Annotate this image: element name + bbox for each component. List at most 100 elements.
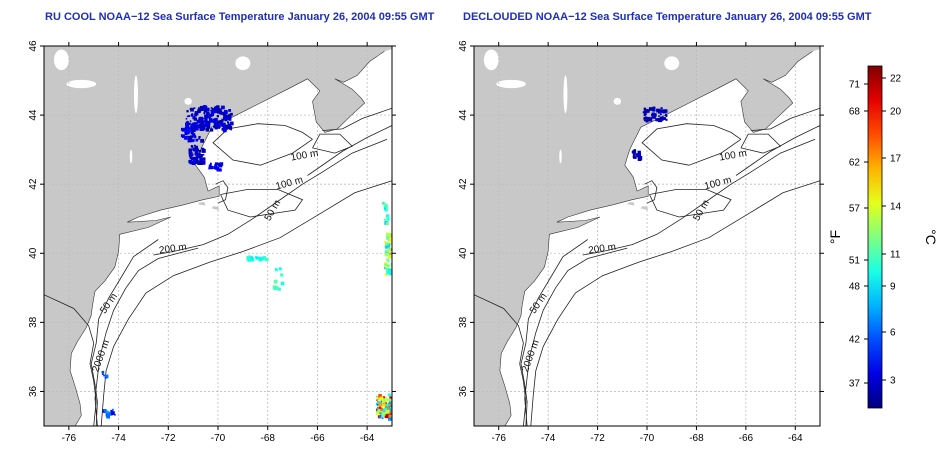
sst-pixel [190, 113, 194, 117]
coastline [499, 50, 813, 426]
sst-pixel [193, 157, 197, 161]
sst-pixel [214, 117, 217, 120]
sst-pixel [652, 107, 656, 112]
contour-label: 100 m [290, 148, 319, 164]
sst-pixel [190, 107, 194, 112]
sst-pixel [187, 138, 192, 143]
sst-pixel [181, 129, 183, 131]
sst-pixel [207, 114, 211, 119]
sst-pixel [378, 394, 382, 398]
depth-contour [750, 107, 820, 131]
y-tick-label: 42 [28, 178, 39, 190]
sst-pixel [181, 128, 186, 132]
fahrenheit-tick-label: 42 [849, 335, 861, 346]
depth-contour [153, 138, 388, 256]
sst-pixel [192, 128, 196, 132]
sst-pixel [648, 107, 653, 111]
lake [129, 149, 133, 164]
sst-pixel [643, 119, 646, 122]
celsius-tick-label: 9 [890, 282, 896, 293]
sst-pixel [200, 122, 204, 126]
sst-pixel [209, 113, 213, 117]
sst-pixel [192, 133, 196, 137]
sst-pixel [184, 126, 187, 130]
sst-pixel [388, 256, 391, 259]
island [198, 202, 206, 206]
sst-pixel [205, 128, 210, 132]
sst-pixel [209, 165, 214, 170]
sst-pixel [656, 108, 658, 111]
sst-pixel [184, 132, 188, 135]
sst-pixel [390, 408, 392, 413]
sst-pixel [206, 120, 210, 124]
y-tick-label: 40 [28, 247, 39, 259]
sst-pixel [393, 413, 396, 416]
fahrenheit-tick-label: 62 [849, 158, 861, 169]
sst-pixel [379, 412, 382, 414]
lake [66, 79, 97, 89]
x-tick-label: -74 [111, 433, 126, 444]
sst-pixel [187, 127, 191, 131]
sst-pixel [223, 122, 226, 125]
sst-pixel [390, 401, 392, 405]
sst-pixel [390, 410, 392, 414]
sst-pixel [376, 396, 381, 401]
sst-pixel [195, 127, 199, 131]
depth-contour [212, 123, 313, 166]
sst-pixel [228, 124, 231, 128]
sst-pixel [632, 149, 637, 154]
sst-pixel [198, 126, 201, 129]
depth-contour [94, 247, 199, 426]
sst-pixel [190, 138, 193, 142]
sst-pixel [210, 107, 213, 109]
lake [563, 75, 568, 114]
left-map-title: RU COOL NOAA−12 Sea Surface Temperature … [45, 11, 435, 23]
sst-pixel [388, 271, 392, 276]
sst-pixel [389, 411, 392, 416]
sst-pixel [388, 233, 392, 238]
sst-pixel [645, 119, 649, 123]
depth-contour [644, 180, 658, 204]
sst-pixel [658, 115, 660, 117]
x-tick-label: -66 [310, 433, 325, 444]
sst-pixel [650, 114, 653, 116]
sst-pixel [198, 123, 201, 127]
sst-pixel [199, 127, 204, 131]
x-tick-label: -76 [491, 433, 506, 444]
sst-pixel [259, 258, 263, 262]
sst-pixel [193, 123, 195, 125]
sst-pixel [389, 406, 392, 411]
sst-pixel [184, 136, 188, 140]
depth-contour [322, 107, 392, 131]
sst-pixel [637, 151, 640, 154]
land-mass [44, 46, 392, 426]
sst-pixel [202, 117, 204, 120]
y-tick-label: 36 [458, 385, 469, 397]
sst-pixel [378, 402, 382, 406]
sst-pixel [386, 268, 390, 272]
sst-pixel [255, 256, 259, 260]
sst-pixel [104, 374, 109, 379]
sst-pixel [377, 408, 381, 413]
sst-pixel [198, 137, 200, 140]
sst-pixel [250, 256, 253, 259]
sst-pixel [189, 154, 193, 158]
sst-pixel [385, 242, 389, 246]
sst-pixel [217, 125, 221, 129]
sst-pixel [204, 118, 208, 122]
sst-pixel [193, 107, 196, 110]
sst-pixel [187, 135, 192, 140]
sst-pixel [222, 112, 227, 116]
sst-pixel [200, 138, 204, 143]
sst-pixel [384, 263, 387, 266]
sst-pixel [384, 208, 388, 212]
sst-pixel [196, 119, 201, 124]
sst-pixel [390, 233, 392, 238]
depth-contour [649, 188, 732, 218]
sst-pixel [220, 111, 224, 115]
sst-pixel [193, 144, 196, 147]
sst-pixel [198, 108, 202, 112]
sst-pixel [228, 126, 233, 130]
x-tick-label: -68 [689, 433, 704, 444]
sst-pixel [381, 411, 386, 416]
